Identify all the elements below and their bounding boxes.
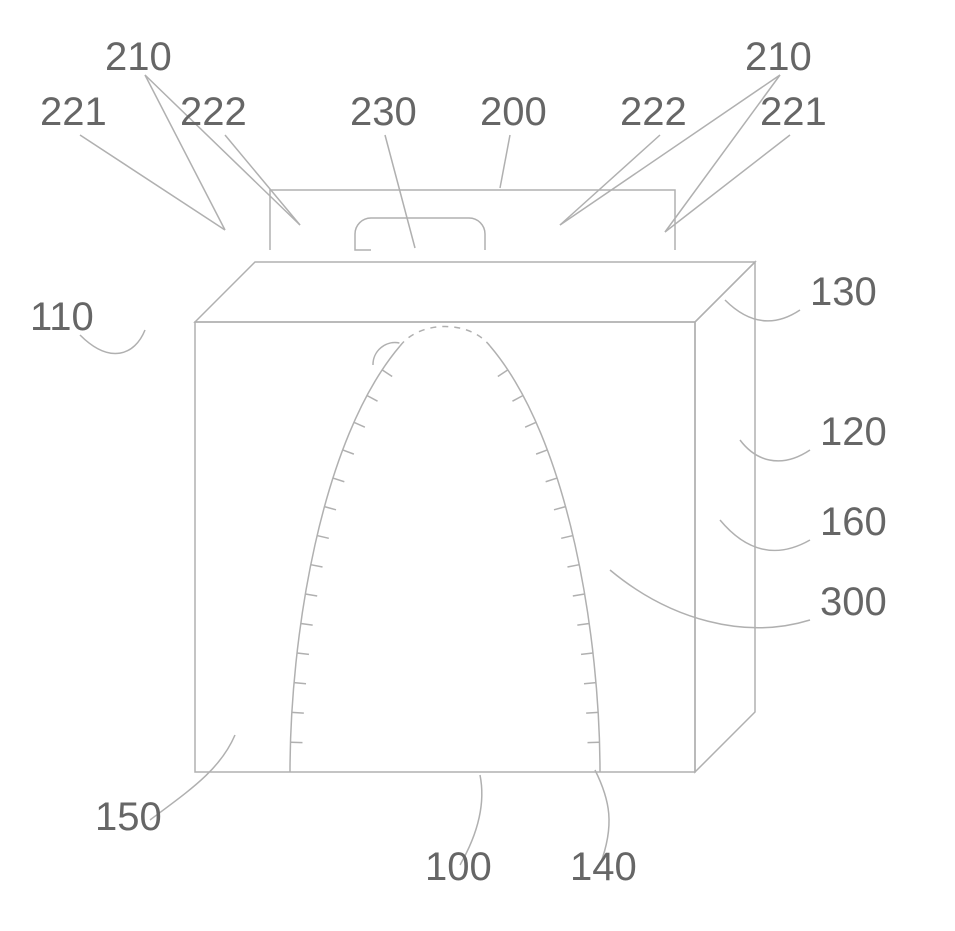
label-L130: 130: [810, 270, 877, 314]
leader-L150: [150, 735, 235, 820]
perforation-tick: [581, 653, 593, 654]
label-L210b: 210: [745, 35, 812, 79]
label-L160: 160: [820, 500, 887, 544]
right-face: [695, 262, 755, 772]
perforation-tick: [333, 478, 344, 482]
label-L110: 110: [30, 295, 94, 339]
perforation-tick: [577, 623, 589, 625]
perforation-tick: [586, 712, 598, 713]
perforation-tick: [573, 594, 585, 596]
opening-left-edge: [290, 346, 400, 772]
leader-L160: [720, 520, 810, 550]
label-L150: 150: [95, 795, 162, 839]
perforation-tick: [297, 653, 309, 654]
perforation-tick: [294, 683, 306, 684]
label-L300: 300: [820, 580, 887, 624]
leader-L222b: [560, 135, 660, 225]
label-L140: 140: [570, 845, 637, 889]
perforation-tick: [301, 623, 313, 625]
perforation-tick: [512, 396, 523, 402]
perforation-tick: [311, 565, 323, 567]
leader-L221b: [665, 135, 790, 232]
perforation-tick: [324, 507, 336, 510]
label-L100: 100: [425, 845, 492, 889]
opening-tab: [373, 343, 399, 365]
perforation-tick: [554, 507, 566, 510]
perforation-tick: [292, 712, 304, 713]
label-L210a: 210: [105, 35, 172, 79]
leader-L222a: [225, 135, 300, 225]
perforation-tick: [305, 594, 317, 596]
opening-right-edge: [490, 346, 600, 772]
leader-L130: [725, 300, 800, 321]
perforation-tick: [354, 422, 365, 427]
perforation-tick: [498, 370, 508, 377]
label-L222b: 222: [620, 90, 687, 134]
label-L200: 200: [480, 90, 547, 134]
label-L222a: 222: [180, 90, 247, 134]
top-face: [195, 262, 755, 322]
perforation-tick: [546, 478, 557, 482]
label-L221b: 221: [760, 90, 827, 134]
label-L221a: 221: [40, 90, 107, 134]
label-L120: 120: [820, 410, 887, 454]
perforation-tick: [317, 536, 329, 539]
perforation-tick: [367, 396, 378, 402]
leader-L120: [740, 440, 810, 461]
leader-L230: [385, 135, 415, 248]
leader-L221a: [80, 135, 225, 230]
perforation-tick: [343, 450, 354, 454]
perforation-tick: [561, 536, 573, 539]
perforation-tick: [584, 683, 596, 684]
leader-L300: [610, 570, 810, 628]
leader-L200: [500, 135, 510, 188]
handle-slot: [355, 218, 485, 250]
handle-outer: [270, 190, 675, 250]
front-face: [195, 322, 695, 772]
label-L230: 230: [350, 90, 417, 134]
perforation-tick: [382, 370, 392, 377]
perforation-tick: [536, 450, 547, 454]
perforation-tick: [525, 422, 536, 427]
perforation-tick: [567, 565, 579, 567]
opening-top-dash: [400, 327, 490, 347]
